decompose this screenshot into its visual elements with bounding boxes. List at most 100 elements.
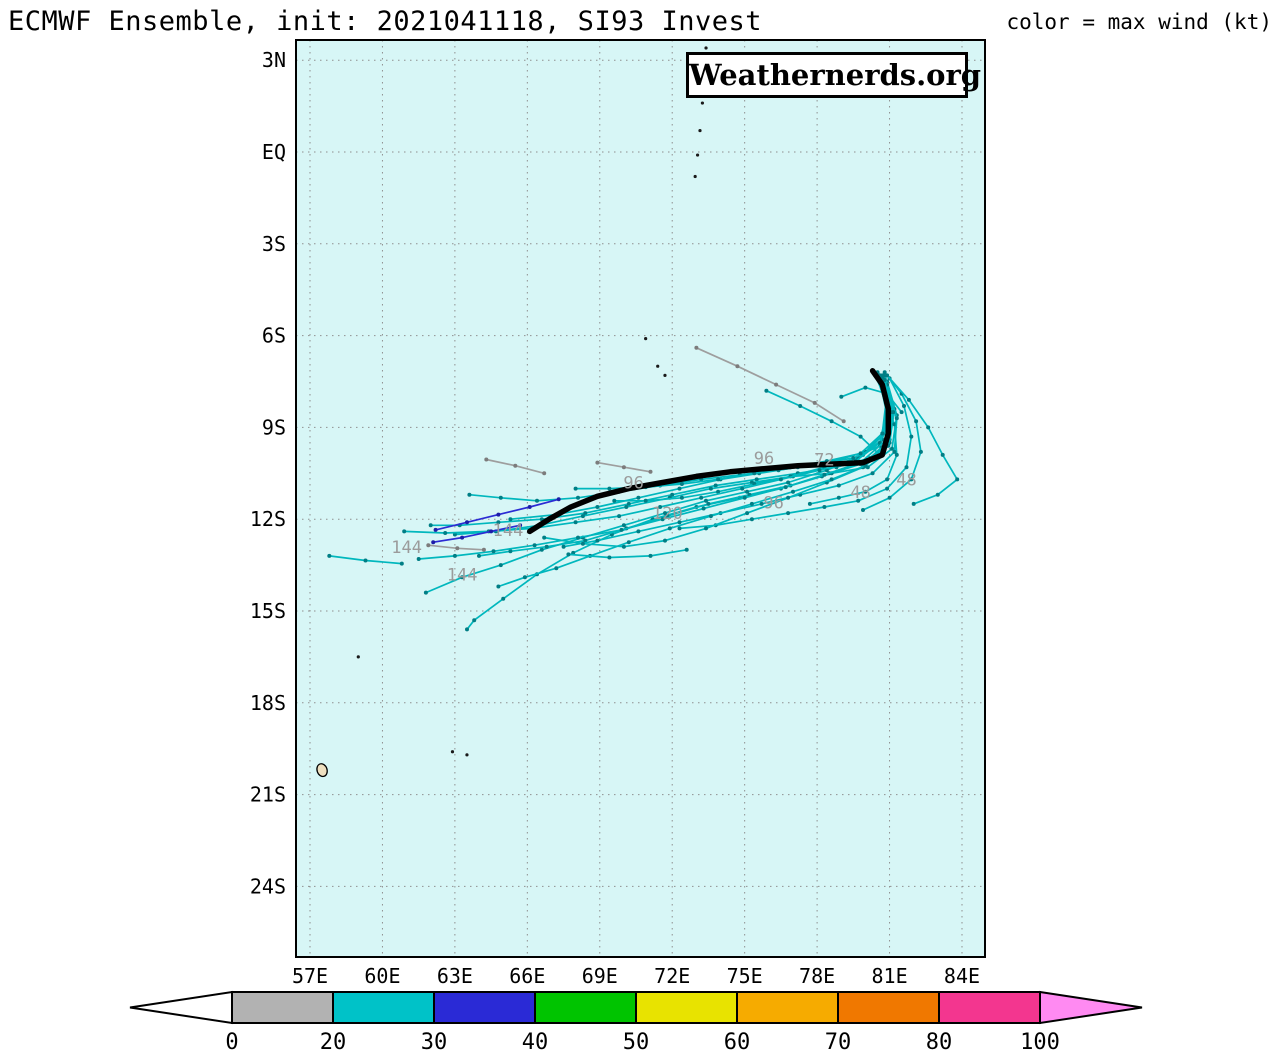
ensemble-track — [567, 548, 688, 559]
track-point — [573, 486, 578, 491]
track-point — [918, 449, 923, 454]
track-point — [508, 549, 513, 554]
ensemble-track — [468, 380, 888, 502]
lat-tick-label: 9S — [262, 415, 286, 439]
track-point — [576, 535, 580, 540]
track-point — [648, 553, 653, 558]
lon-tick-label: 81E — [871, 964, 907, 988]
lat-tick-label: 24S — [250, 874, 286, 898]
track-point — [491, 549, 496, 554]
track-point — [576, 495, 580, 500]
track-point — [423, 590, 428, 595]
track-point — [817, 468, 822, 473]
track-point — [677, 486, 682, 491]
colorbar-segment — [332, 991, 435, 1024]
track-point — [460, 535, 465, 540]
hour-label: 72 — [814, 451, 834, 471]
track-point — [677, 520, 682, 525]
track-point — [906, 397, 911, 402]
colorbar-segment — [433, 991, 536, 1024]
colorbar-label: 80 — [926, 1030, 953, 1053]
track-point — [891, 410, 896, 415]
track-point — [626, 540, 631, 545]
island-dot — [704, 46, 708, 50]
island-dot — [656, 364, 660, 368]
track-point — [542, 535, 547, 540]
track-point — [713, 483, 718, 488]
track-point — [542, 471, 547, 476]
track-point — [890, 446, 894, 451]
colorbar-segment — [938, 991, 1041, 1024]
track-point — [882, 370, 887, 375]
track-point — [807, 501, 812, 506]
track-point — [617, 514, 622, 519]
track-point — [858, 434, 863, 439]
track-point — [749, 501, 754, 506]
track-point — [621, 544, 626, 549]
lat-tick-label: 6S — [262, 324, 286, 348]
map-frame — [295, 39, 986, 958]
track-point — [706, 501, 711, 506]
lon-tick-label: 57E — [292, 964, 328, 988]
track-point — [465, 627, 469, 632]
watermark-box: Weathernerds.org — [686, 52, 981, 98]
track-point — [508, 517, 513, 522]
track-point — [583, 511, 588, 516]
track-point — [909, 434, 914, 439]
track-point — [513, 463, 518, 468]
hour-label: 144 — [391, 538, 422, 558]
ensemble-track — [562, 383, 898, 548]
track-point — [836, 483, 841, 488]
island-dot — [663, 373, 667, 377]
island-mauritius — [316, 763, 328, 778]
track-point — [636, 495, 641, 500]
hour-labels: 48 48 72 96 96 96 120 144 144 144 — [391, 449, 916, 585]
lon-tick-label: 63E — [437, 964, 473, 988]
lat-tick-label: 3N — [262, 48, 286, 72]
track-point — [858, 451, 863, 456]
track-point — [749, 517, 754, 522]
lon-tick-label: 84E — [944, 964, 980, 988]
track-point — [704, 498, 708, 503]
track-point — [455, 546, 460, 551]
plot-title: ECMWF Ensemble, init: 2021041118, SI93 I… — [8, 6, 762, 37]
track-point — [870, 471, 875, 476]
track-point — [518, 523, 523, 528]
track-point — [465, 520, 469, 525]
colorbar-label: 40 — [522, 1030, 549, 1053]
track-point — [798, 404, 803, 408]
track-point — [481, 547, 486, 552]
track-point — [539, 547, 544, 552]
track-point — [612, 498, 617, 503]
colorbar-label: 20 — [320, 1030, 347, 1053]
track-point — [778, 477, 783, 482]
track-point — [812, 400, 817, 405]
track-point — [489, 529, 494, 534]
track-point — [532, 543, 537, 548]
track-point — [914, 419, 919, 424]
track-point — [740, 486, 745, 491]
island-dot — [700, 101, 705, 105]
track-point — [416, 557, 421, 561]
track-point — [759, 501, 764, 506]
track-point — [327, 553, 332, 558]
track-point — [501, 596, 506, 601]
track-point — [885, 486, 890, 491]
track-point — [522, 575, 527, 580]
lat-tick-label: 15S — [250, 599, 286, 623]
track-point — [595, 538, 600, 543]
lon-tick-label: 72E — [654, 964, 690, 988]
track-point — [460, 575, 465, 580]
track-point — [663, 511, 667, 516]
track-point — [716, 477, 721, 482]
colorbar-segment — [635, 991, 738, 1024]
track-point — [566, 552, 571, 557]
track-point — [774, 382, 779, 387]
track-point — [786, 495, 791, 500]
track-point — [556, 497, 561, 502]
colorbar-segment — [837, 991, 940, 1024]
ensemble-track — [432, 524, 521, 544]
track-point — [829, 419, 834, 424]
track-point — [573, 520, 578, 525]
track-point — [660, 517, 665, 522]
